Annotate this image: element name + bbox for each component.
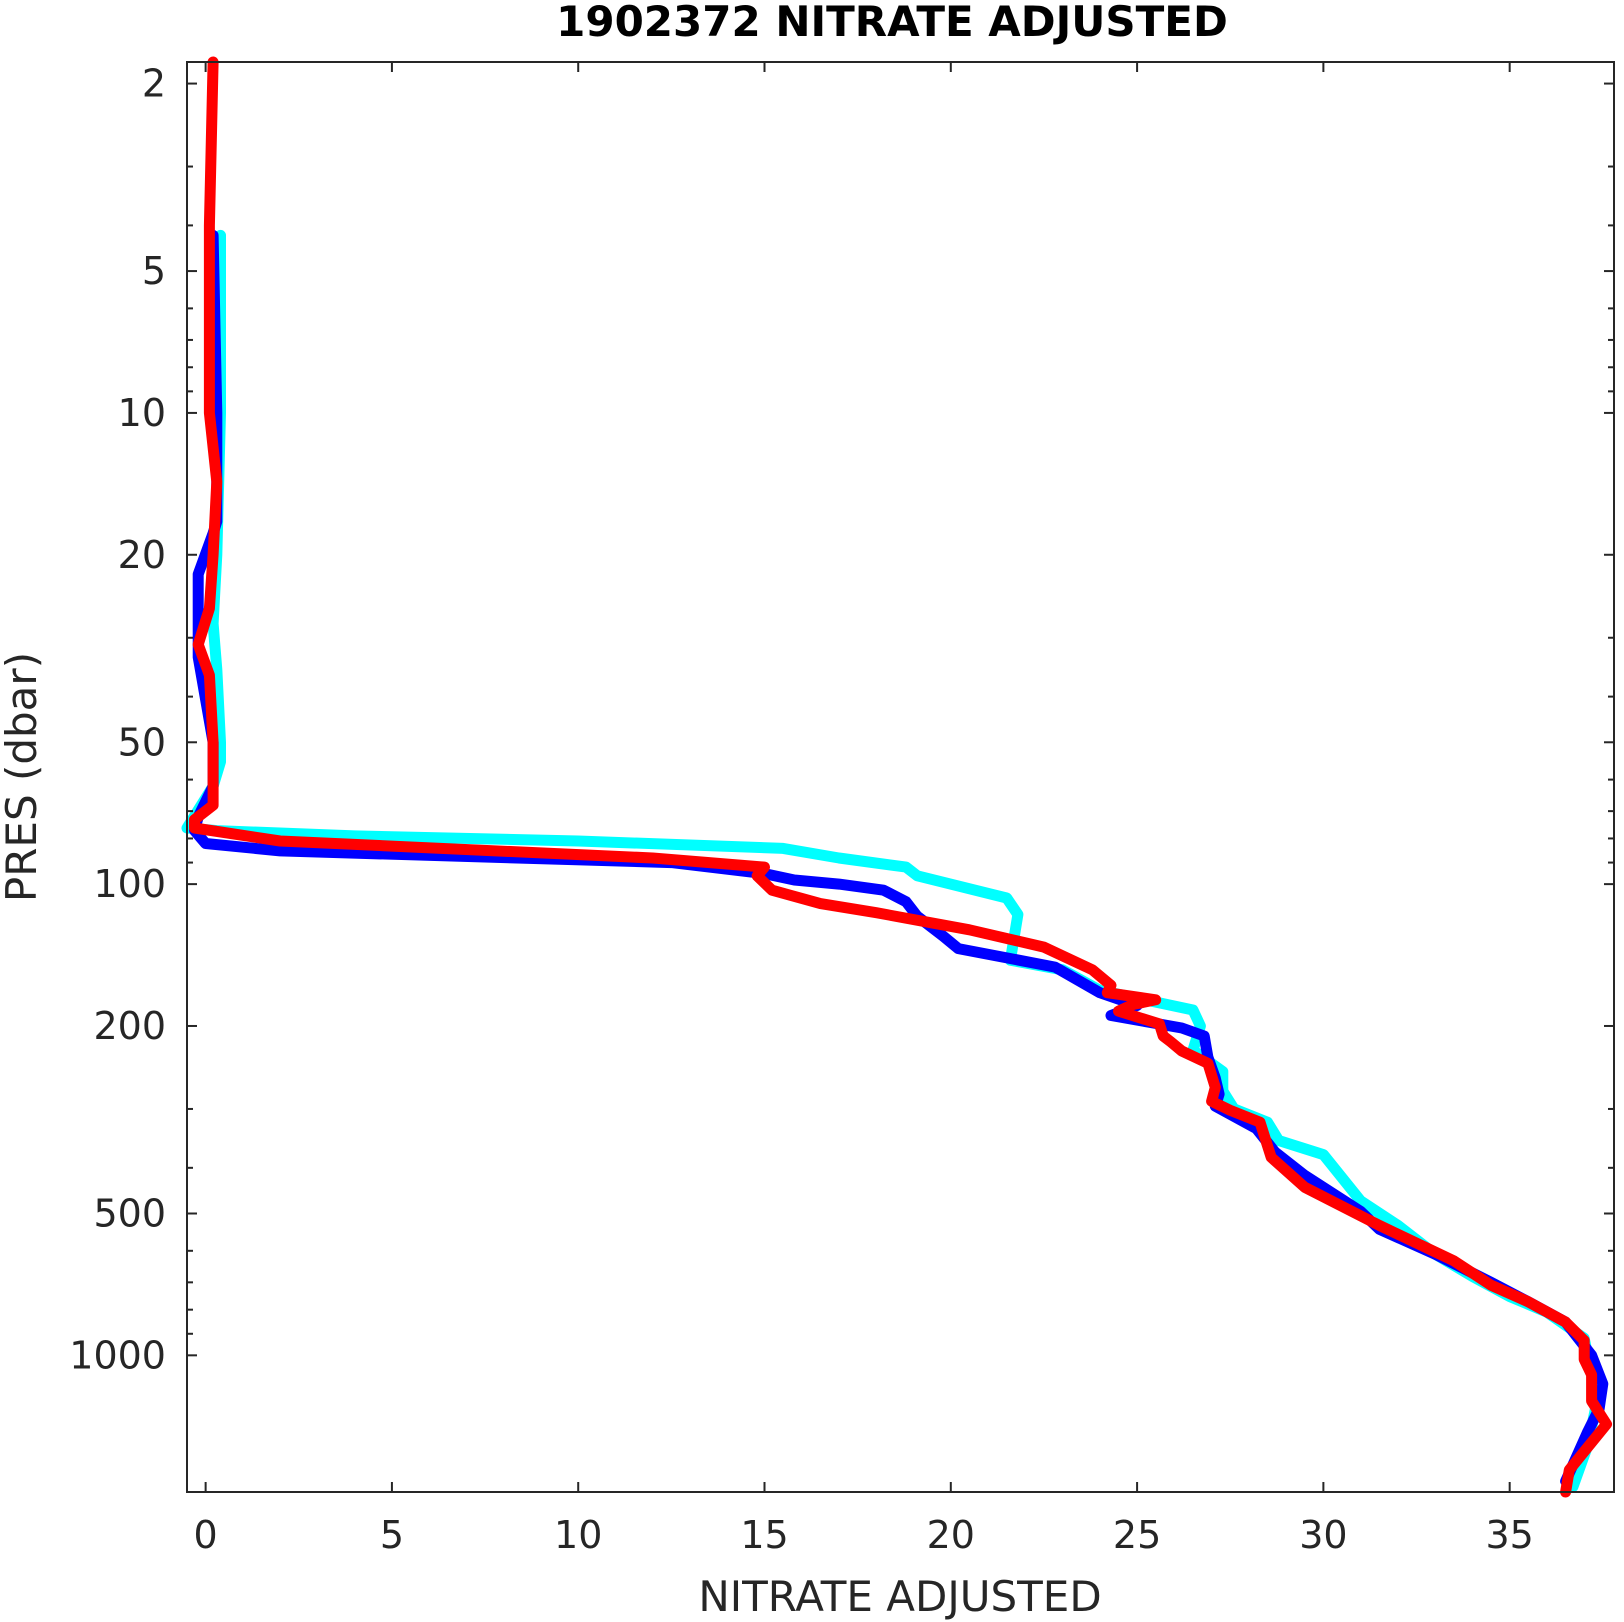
x-tick-label: 5 [380, 1513, 404, 1557]
plot-frame [186, 61, 1615, 1493]
y-tick-label: 50 [118, 720, 166, 764]
y-tick-label: 2 [142, 62, 166, 106]
chart-title: 1902372 NITRATE ADJUSTED [556, 0, 1228, 46]
x-tick-label: 0 [194, 1513, 218, 1557]
y-tick-label: 10 [118, 391, 166, 435]
x-axis-label: NITRATE ADJUSTED [698, 1572, 1101, 1621]
x-tick-label: 35 [1485, 1513, 1533, 1557]
series-line-1 [181, 229, 1601, 1493]
x-tick-label: 10 [554, 1513, 602, 1557]
x-tick-label: 20 [927, 1513, 975, 1557]
x-tick-label: 15 [740, 1513, 788, 1557]
y-tick-label: 200 [93, 1004, 166, 1048]
y-tick-label: 5 [142, 249, 166, 293]
series-line-2 [189, 229, 1609, 1487]
y-tick-label: 500 [93, 1191, 166, 1235]
y-tick-label: 1000 [69, 1333, 166, 1377]
x-tick-label: 30 [1299, 1513, 1347, 1557]
x-tick-label: 25 [1113, 1513, 1161, 1557]
y-axis-label: PRES (dbar) [0, 652, 46, 902]
y-tick-label: 100 [93, 862, 166, 906]
series-layer [181, 56, 1612, 1498]
series-line-3 [189, 56, 1612, 1498]
y-tick-label: 20 [118, 533, 166, 577]
